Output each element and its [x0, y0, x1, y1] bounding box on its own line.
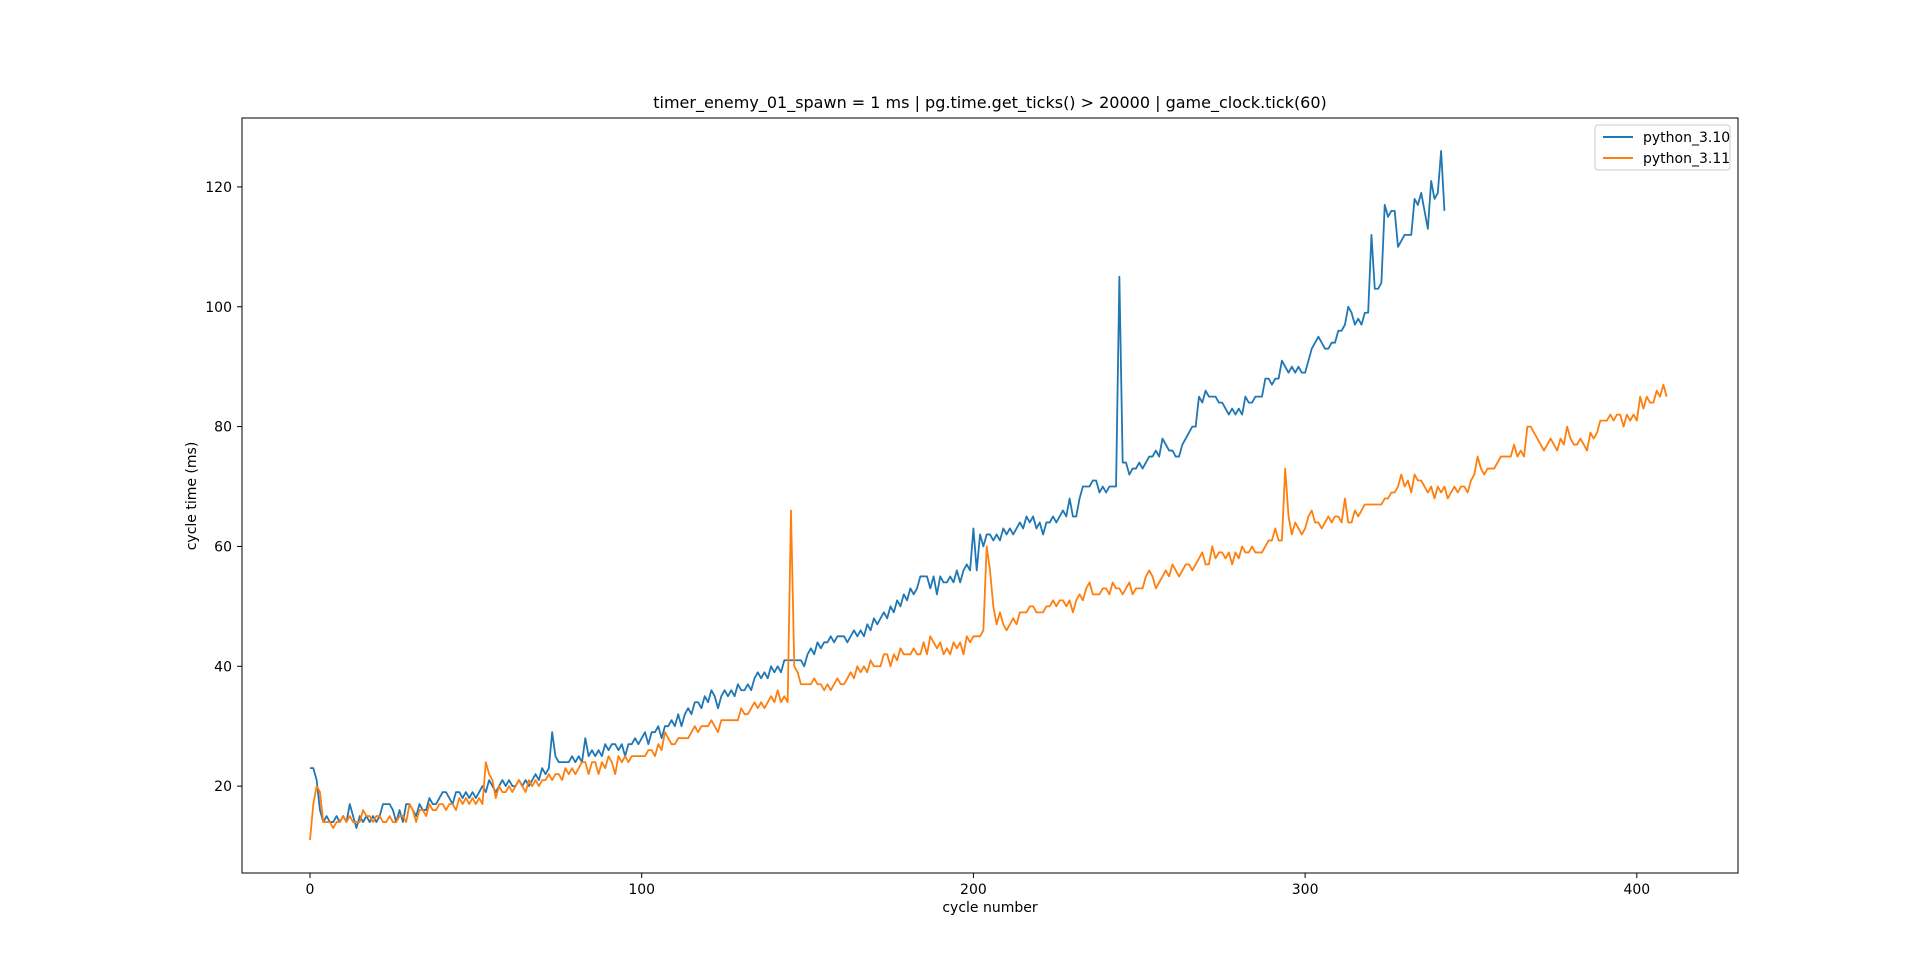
y-tick-label-4: 100: [205, 300, 232, 316]
x-tick-label-4: 400: [1623, 882, 1650, 898]
y-axis: 20 40 60 80 100 120: [205, 180, 242, 795]
x-tick-label-0: 0: [306, 882, 315, 898]
plot-area: [241, 117, 1739, 874]
y-tick-label-3: 80: [214, 420, 232, 436]
series-layer: [309, 150, 1668, 841]
y-tick-label-5: 120: [205, 180, 232, 196]
legend: python_3.10 python_3.11: [1594, 124, 1731, 171]
y-tick-label-1: 40: [214, 659, 232, 675]
chart-title: timer_enemy_01_spawn = 1 ms | pg.time.ge…: [653, 93, 1327, 113]
x-axis-label: cycle number: [942, 900, 1038, 916]
x-tick-label-2: 200: [960, 882, 987, 898]
series-line-1: [309, 383, 1668, 841]
y-tick-label-0: 20: [214, 779, 232, 795]
legend-label-0: python_3.10: [1643, 130, 1730, 146]
x-tick-label-3: 300: [1292, 882, 1319, 898]
x-tick-label-1: 100: [628, 882, 655, 898]
y-axis-label: cycle time (ms): [184, 442, 200, 551]
y-tick-label-2: 60: [214, 539, 232, 555]
legend-label-1: python_3.11: [1643, 151, 1730, 167]
x-axis: 0 100 200 300 400: [306, 873, 1650, 898]
axes-frame: [241, 117, 1739, 874]
